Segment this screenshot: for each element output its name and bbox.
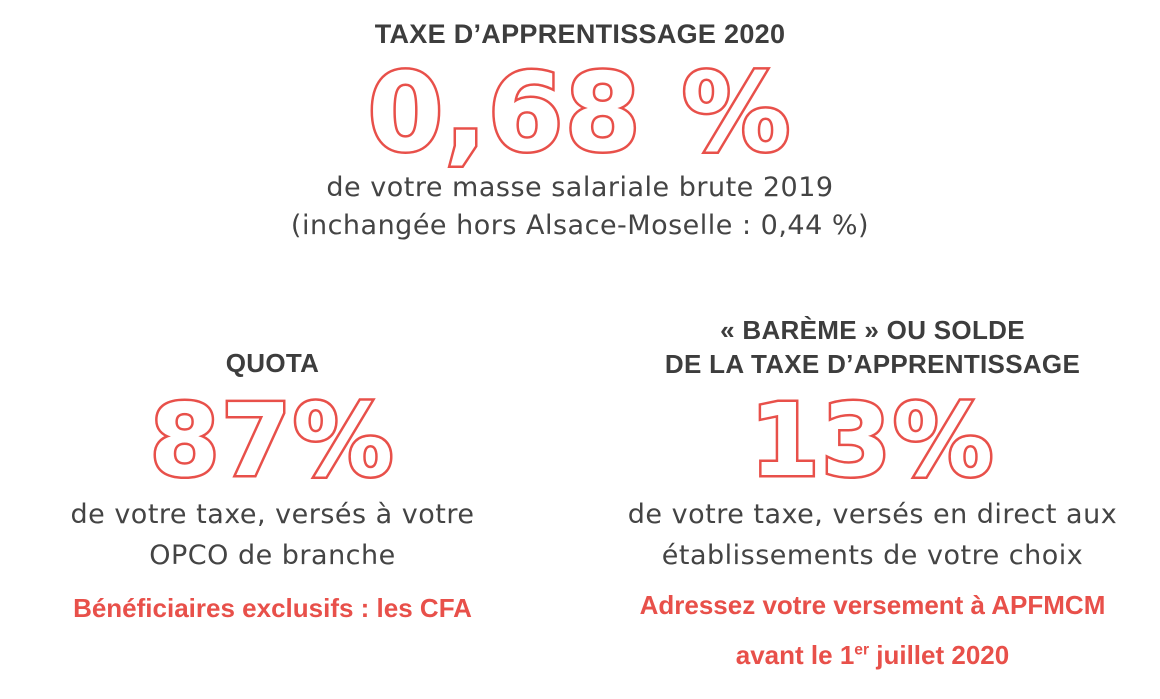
quota-beneficiaries-note: Bénéficiaires exclusifs : les CFA — [73, 593, 472, 623]
bareme-note-deadline-ordinal: er — [854, 641, 870, 659]
taxe-rate-value: 0,68 % — [365, 51, 793, 176]
quota-heading: QUOTA — [225, 348, 320, 378]
bareme-note-deadline-suffix: juillet 2020 — [869, 640, 1010, 670]
bareme-heading-line2: DE LA TAXE D’APPRENTISSAGE — [664, 349, 1081, 379]
bareme-note-line1: Adressez votre versement à APFMCM — [639, 590, 1106, 620]
taxe-apprentissage-block: TAXE D’APPRENTISSAGE 2020 0,68 % de votr… — [0, 18, 1160, 244]
quota-description-line1: de votre taxe, versés à votre — [70, 499, 475, 530]
bareme-heading-line1: « BARÈME » OU SOLDE — [720, 315, 1025, 345]
bareme-note-line2: avant le 1er juillet 2020 — [585, 637, 1160, 673]
quota-percent-value: 87% — [147, 382, 396, 499]
bareme-description-line1: de votre taxe, versés en direct aux — [627, 499, 1118, 530]
quota-description-line2: OPCO de branche — [149, 540, 396, 571]
taxe-description-line1: de votre masse salariale brute 2019 — [326, 172, 834, 203]
taxe-heading: TAXE D’APPRENTISSAGE 2020 — [374, 19, 786, 49]
quota-block: QUOTA 87% de votre taxe, versés à votre … — [0, 345, 545, 625]
bareme-block: « BARÈME » OU SOLDE DE LA TAXE D’APPRENT… — [585, 313, 1160, 673]
bareme-description-line2: établissements de votre choix — [661, 540, 1084, 571]
taxe-description-line2: (inchangée hors Alsace-Moselle : 0,44 %) — [290, 210, 870, 241]
bareme-note-deadline-prefix: avant le 1 — [735, 640, 855, 670]
bareme-percent-value: 13% — [747, 382, 996, 499]
